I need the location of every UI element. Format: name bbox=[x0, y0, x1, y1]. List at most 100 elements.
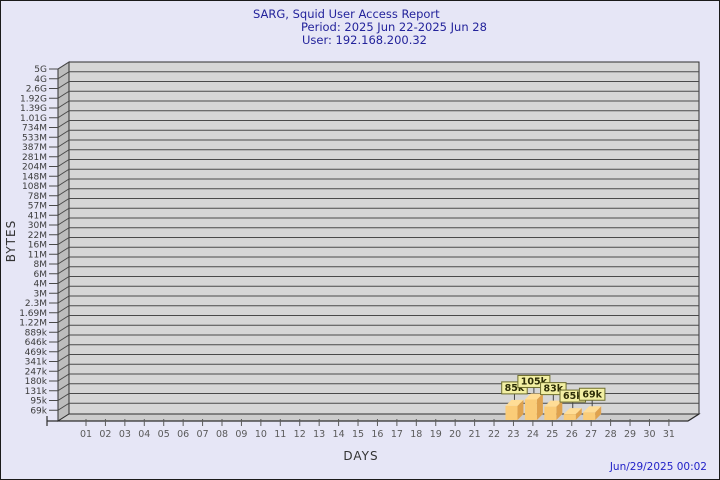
y-gridline-wall-segment bbox=[57, 402, 70, 411]
bar-top-face bbox=[505, 399, 524, 406]
y-axis-tick-label: 180k bbox=[25, 377, 48, 387]
x-axis-tick-label: 09 bbox=[235, 429, 247, 440]
x-axis-tick-label: 24 bbox=[527, 429, 539, 440]
y-axis-tick-label: 204M bbox=[22, 163, 47, 173]
bar-top-face bbox=[583, 406, 602, 413]
x-axis-tick-label: 06 bbox=[177, 429, 189, 440]
x-axis-tick-label: 31 bbox=[663, 429, 675, 440]
y-axis-title: BYTES bbox=[4, 220, 18, 262]
y-axis-tick-label: 6M bbox=[34, 270, 48, 280]
bar-side-face bbox=[556, 400, 563, 420]
y-axis-tick-label: 131k bbox=[25, 387, 48, 397]
bar-front-face bbox=[524, 399, 537, 420]
x-axis-tick-label: 04 bbox=[138, 429, 150, 440]
x-axis-tick-label: 26 bbox=[566, 429, 578, 440]
y-axis-tick-label: 281M bbox=[22, 153, 47, 163]
y-gridline-wall-segment bbox=[57, 188, 70, 197]
y-gridline-wall-segment bbox=[57, 90, 70, 99]
bar-value-label: 83k bbox=[544, 384, 564, 395]
y-gridline-wall-segment bbox=[57, 159, 70, 167]
bar-value-label: 65k bbox=[563, 391, 583, 402]
generated-timestamp: Jun/29/2025 00:02 bbox=[609, 461, 707, 473]
y-axis-tick-label: 387M bbox=[22, 143, 47, 153]
y-axis-tick-label: 4M bbox=[34, 280, 48, 290]
x-axis-tick-label: 21 bbox=[469, 429, 481, 440]
x-axis-title: DAYS bbox=[343, 449, 378, 463]
y-axis-tick-label: 1.92G bbox=[20, 94, 47, 104]
x-axis-tick-label: 22 bbox=[488, 429, 500, 440]
bar-value-box bbox=[578, 387, 606, 401]
chart-floor bbox=[56, 413, 701, 422]
y-gridline-wall-segment bbox=[57, 139, 70, 148]
y-gridline-wall-segment bbox=[57, 237, 70, 245]
x-axis-tick-label: 08 bbox=[216, 429, 228, 440]
y-gridline-wall-segment bbox=[57, 393, 70, 401]
x-axis-tick-label: 05 bbox=[158, 429, 170, 440]
bar-top-face bbox=[524, 393, 543, 400]
y-axis-tick-label: 469k bbox=[25, 348, 48, 358]
y-gridline-wall-segment bbox=[57, 344, 70, 353]
y-axis-tick-label: 2.3M bbox=[25, 299, 47, 309]
y-gridline-wall-segment bbox=[57, 129, 70, 138]
x-axis-tick-label: 03 bbox=[119, 429, 131, 440]
y-axis-tick-label: 734M bbox=[22, 124, 47, 134]
y-gridline-wall-segment bbox=[57, 149, 70, 158]
bar-value-label: 105k bbox=[521, 376, 548, 387]
y-axis-tick-label: 30M bbox=[28, 221, 47, 231]
y-gridline-wall-segment bbox=[57, 61, 70, 70]
y-gridline-wall-segment bbox=[57, 100, 70, 109]
x-axis-tick-label: 30 bbox=[643, 429, 655, 440]
x-axis-tick-label: 27 bbox=[585, 429, 597, 440]
y-axis-tick-label: 148M bbox=[22, 172, 47, 182]
y-gridline-wall-segment bbox=[57, 363, 70, 372]
y-axis-tick-label: 95k bbox=[30, 397, 47, 407]
chart-title: SARG, Squid User Access Report bbox=[253, 7, 440, 21]
y-axis-tick-label: 646k bbox=[25, 338, 48, 348]
x-axis-tick-label: 14 bbox=[333, 429, 345, 440]
bar-side-face bbox=[517, 399, 524, 420]
bar: 69k bbox=[578, 387, 606, 420]
y-gridline-wall-segment bbox=[57, 110, 70, 119]
y-axis-tick-label: 3M bbox=[34, 289, 48, 299]
bar-top-face bbox=[544, 400, 563, 407]
x-axis-tick-label: 16 bbox=[371, 429, 383, 440]
y-gridline-wall-segment bbox=[57, 315, 70, 323]
y-axis-tick-label: 11M bbox=[28, 250, 47, 260]
y-gridline-wall-segment bbox=[57, 120, 70, 128]
y-axis-tick-label: 1.22M bbox=[19, 319, 47, 329]
y-gridline-wall-segment bbox=[57, 276, 70, 284]
chart-user: User: 192.168.200.32 bbox=[302, 33, 427, 47]
x-axis-tick-label: 25 bbox=[546, 429, 558, 440]
y-axis-tick-label: 2.6G bbox=[26, 85, 47, 95]
x-axis-tick-label: 12 bbox=[294, 429, 306, 440]
y-axis-tick-label: 8M bbox=[34, 260, 48, 270]
y-axis-tick-label: 247k bbox=[25, 367, 48, 377]
y-gridline-wall-segment bbox=[57, 383, 70, 392]
x-axis-tick-label: 01 bbox=[80, 429, 92, 440]
y-axis-tick-label: 69k bbox=[30, 406, 47, 416]
y-gridline-wall-segment bbox=[57, 256, 70, 265]
x-axis-tick-label: 15 bbox=[352, 429, 364, 440]
y-axis-tick-label: 41M bbox=[28, 211, 47, 221]
y-gridline-wall-segment bbox=[57, 354, 70, 362]
y-axis-tick-label: 16M bbox=[28, 241, 47, 251]
y-axis-tick-label: 57M bbox=[28, 202, 47, 212]
y-axis-tick-label: 1.39G bbox=[20, 104, 47, 114]
x-axis-tick-label: 29 bbox=[624, 429, 636, 440]
bar-top-face bbox=[563, 408, 582, 415]
y-gridline-wall-segment bbox=[57, 285, 70, 294]
y-gridline-wall-segment bbox=[57, 324, 70, 333]
x-axis-tick-label: 10 bbox=[255, 429, 267, 440]
y-gridline-wall-segment bbox=[57, 178, 70, 187]
x-axis-tick-label: 13 bbox=[313, 429, 325, 440]
y-gridline-wall-segment bbox=[57, 334, 70, 343]
y-axis-tick-label: 1.01G bbox=[20, 114, 47, 124]
x-axis-corner-diagonal bbox=[687, 413, 700, 422]
x-axis-tick-label: 02 bbox=[99, 429, 111, 440]
y-gridline-wall-segment bbox=[57, 227, 70, 236]
bar: 105k bbox=[517, 374, 551, 420]
y-axis-tick-label: 22M bbox=[28, 231, 47, 241]
y-axis-tick-label: 341k bbox=[25, 358, 48, 368]
